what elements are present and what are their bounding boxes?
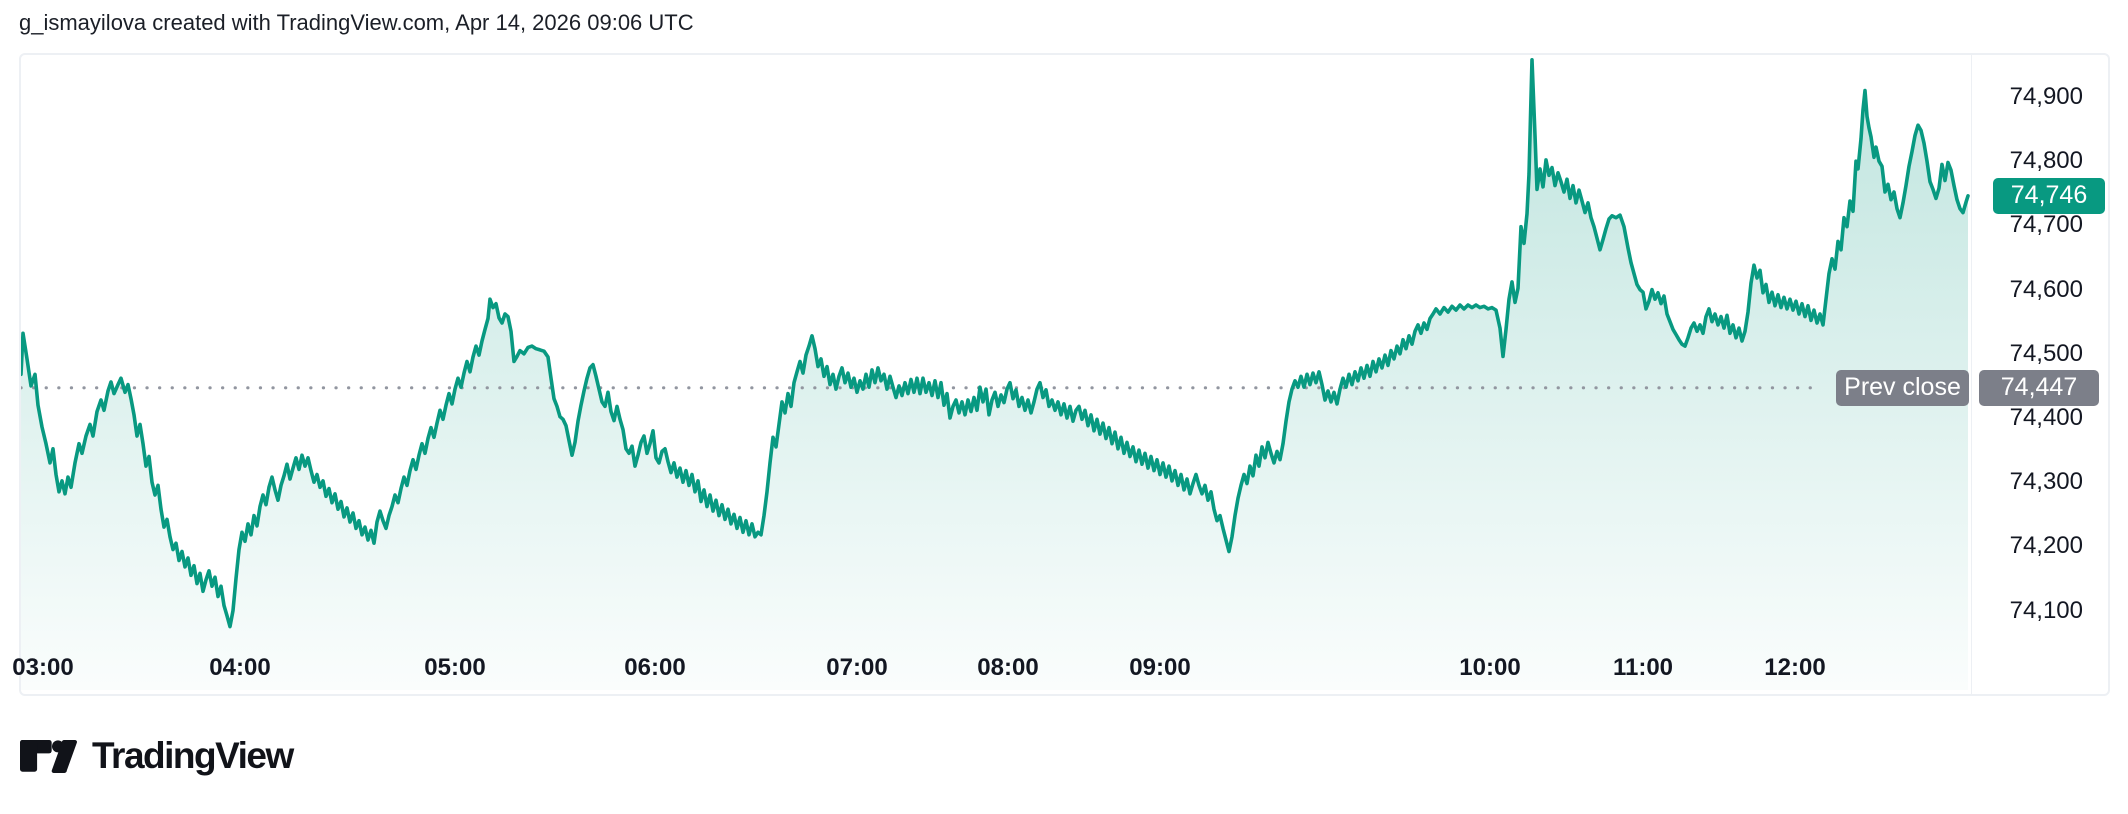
prev-close-label-badge: Prev close: [1836, 369, 1969, 406]
x-axis-label: 08:00: [977, 654, 1039, 681]
x-axis-label: 12:00: [1764, 654, 1826, 681]
y-axis-label: 74,600: [2009, 275, 2083, 303]
y-axis-label: 74,500: [2009, 339, 2083, 367]
y-axis-label: 74,900: [2009, 83, 2083, 110]
y-axis-label: 74,700: [2009, 211, 2083, 239]
tradingview-branding[interactable]: TradingView: [20, 735, 294, 777]
price-line: [21, 58, 1970, 629]
last-price-badge: 74,746: [1993, 177, 2105, 214]
tradingview-logo-icon: [20, 739, 77, 773]
y-axis-label: 74,800: [2009, 147, 2083, 175]
attribution-text: g_ismayilova created with TradingView.co…: [19, 10, 694, 35]
tradingview-logo-text: TradingView: [92, 735, 294, 776]
x-axis-label: 04:00: [209, 654, 271, 681]
x-axis-label: 09:00: [1129, 654, 1191, 681]
x-axis-label: 03:00: [12, 654, 74, 681]
x-axis-label: 05:00: [424, 654, 486, 681]
prev-close-value: 74,447: [2000, 373, 2078, 402]
prev-close-price-badge: 74,447: [1979, 369, 2099, 406]
y-axis-label: 74,100: [2009, 596, 2083, 624]
x-axis-label: 11:00: [1612, 654, 1674, 681]
x-axis-label: 07:00: [826, 654, 888, 681]
x-axis-label: 10:00: [1459, 654, 1521, 681]
x-axis-label: 06:00: [624, 654, 686, 681]
price-area-chart[interactable]: [21, 55, 2108, 694]
price-scale-separator: [1971, 55, 1972, 694]
chart-widget: 03:00 04:00 05:00 06:00 07:00 08:00 09:00 10:00…: [12, 53, 2110, 696]
y-axis-label: 74,300: [2009, 468, 2083, 496]
last-price-value: 74,746: [2010, 181, 2088, 210]
area-fill: [21, 59, 1968, 691]
y-axis-label: 74,400: [2009, 404, 2083, 431]
prev-close-label: Prev close: [1844, 373, 1961, 402]
y-axis-label: 74,200: [2009, 532, 2083, 560]
